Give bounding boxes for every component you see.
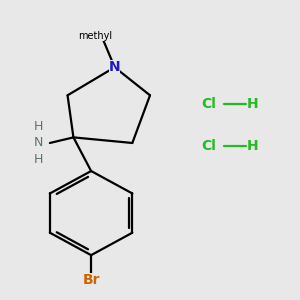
Text: H: H: [247, 139, 259, 153]
Text: H: H: [247, 97, 259, 111]
Text: Cl: Cl: [202, 97, 216, 111]
Text: methyl: methyl: [79, 32, 112, 41]
Text: Cl: Cl: [202, 139, 216, 153]
Text: Br: Br: [82, 273, 100, 287]
Text: H: H: [33, 153, 43, 166]
Text: N: N: [33, 136, 43, 149]
Text: N: N: [109, 60, 121, 74]
Text: H: H: [33, 120, 43, 133]
